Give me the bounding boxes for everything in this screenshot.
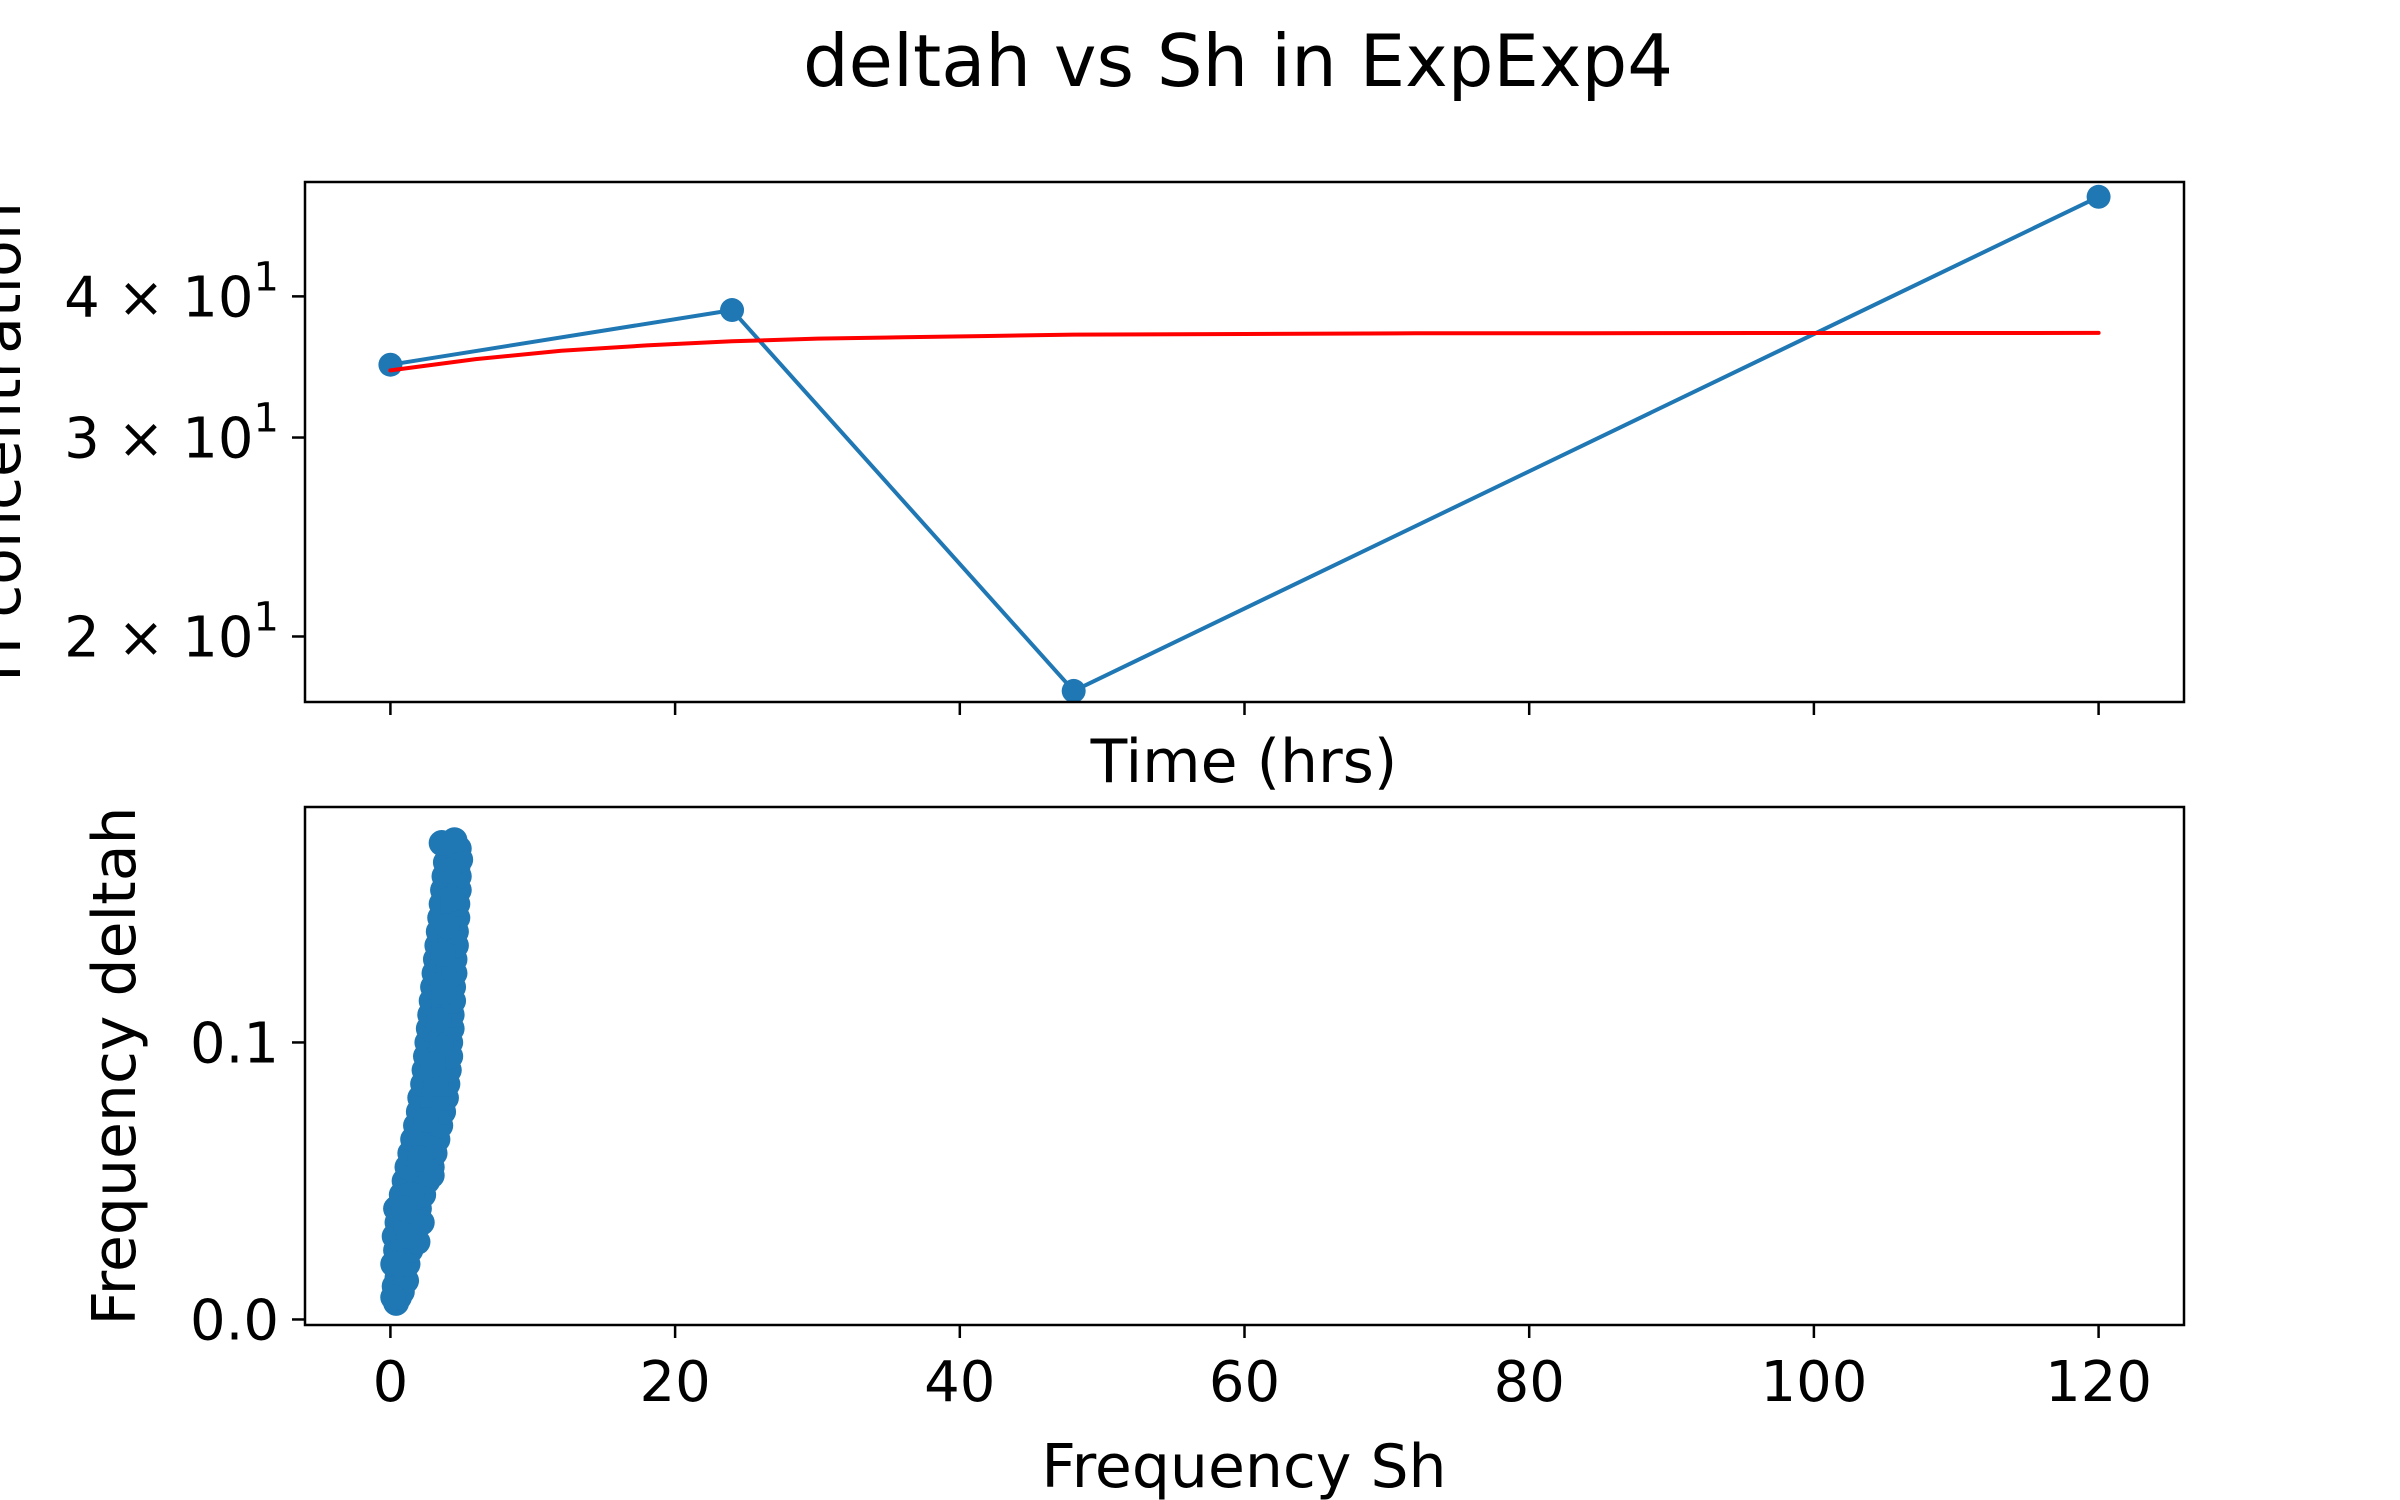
top-y-tick-label: 4 × 101 xyxy=(64,254,279,330)
bottom-scatter-point xyxy=(422,1071,449,1098)
bottom-scatter-point xyxy=(420,1051,447,1078)
bottom-scatter-point xyxy=(430,940,457,967)
bottom-scatter-point xyxy=(428,830,455,857)
bottom-x-axis-label: Frequency Sh xyxy=(1041,1432,1446,1500)
bottom-scatter-point xyxy=(434,913,461,940)
top-y-tick-label: 2 × 101 xyxy=(64,594,279,670)
top-x-axis-label: Time (hrs) xyxy=(1090,727,1398,797)
top-x-ticks xyxy=(389,702,2100,715)
bottom-subplot: 0 20 40 60 80 100 120 0.0 0.1 Frequency Sh Freq… xyxy=(80,805,2186,1500)
bottom-scatter-point xyxy=(385,1251,412,1278)
bottom-y-tick-label: 0.0 xyxy=(190,1288,279,1353)
top-series-1-line xyxy=(388,330,2101,373)
bottom-x-tick-label: 80 xyxy=(1494,1350,1565,1415)
bottom-x-tick-label: 20 xyxy=(639,1350,710,1415)
bottom-scatter-point xyxy=(380,1284,407,1311)
top-data-point xyxy=(720,298,745,323)
bottom-x-ticks: 0 20 40 60 80 100 120 xyxy=(373,1325,2152,1415)
bottom-x-tick-label: 120 xyxy=(2045,1350,2152,1415)
top-data-point xyxy=(1061,678,1086,703)
top-y-tick-label: 3 × 101 xyxy=(64,396,279,472)
bottom-scatter-point xyxy=(431,979,458,1006)
bottom-scatter-point xyxy=(440,885,467,912)
bottom-scatter-point xyxy=(435,857,462,884)
top-y-axis-label: H concentration xyxy=(0,202,35,682)
bottom-series-layer xyxy=(380,827,474,1316)
bottom-scatter-point xyxy=(407,1145,434,1172)
figure-title: deltah vs Sh in ExpExp4 xyxy=(803,19,1673,103)
bottom-scatter-point xyxy=(391,1195,418,1222)
top-y-ticks: 2 × 101 3 × 101 4 × 101 xyxy=(64,254,305,670)
bottom-x-tick-label: 0 xyxy=(373,1350,409,1415)
bottom-x-tick-label: 100 xyxy=(1760,1350,1867,1415)
top-data-point xyxy=(2086,184,2111,209)
bottom-scatter-point xyxy=(425,1007,452,1034)
bottom-y-axis-label: Frequency deltah xyxy=(80,806,150,1325)
top-subplot: 2 × 101 3 × 101 4 × 101 Time (hrs) H conce… xyxy=(0,180,2186,797)
top-series-0-line xyxy=(388,194,2101,693)
bottom-y-ticks: 0.0 0.1 xyxy=(190,1011,305,1353)
bottom-scatter-point xyxy=(412,1107,439,1134)
bottom-y-tick-label: 0.1 xyxy=(190,1011,279,1076)
top-data-point xyxy=(378,352,403,377)
top-series-layer xyxy=(378,184,2111,703)
bottom-x-tick-label: 60 xyxy=(1209,1350,1280,1415)
bottom-scatter-point xyxy=(395,1223,422,1250)
bottom-x-tick-label: 40 xyxy=(924,1350,995,1415)
